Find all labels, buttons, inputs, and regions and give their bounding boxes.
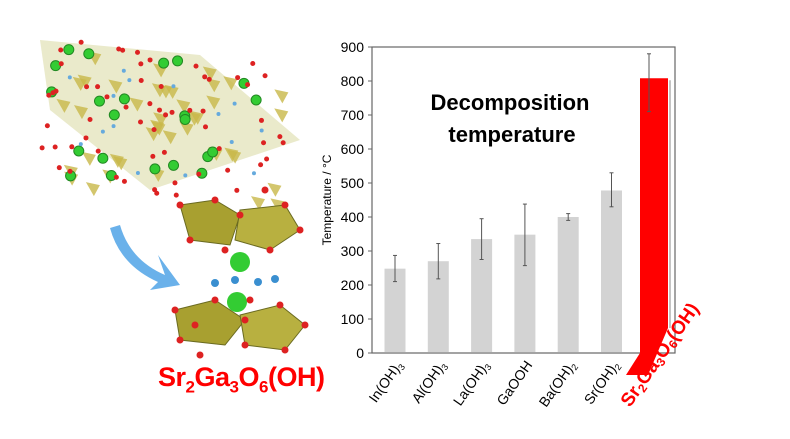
y-tick-label: 900 [341,39,365,55]
y-tick-label: 300 [341,243,365,259]
arrow-icon [110,225,180,290]
y-tick-label: 400 [341,209,365,225]
x-tick-label: La(OH)3 [450,358,494,410]
y-axis-label: Temperature / °C [320,154,334,245]
bar [557,217,579,352]
y-tick-label: 700 [341,107,365,123]
chart-title-line-1: Decomposition [431,90,590,115]
x-tick-label: Sr(OH)2 [581,358,624,409]
bar-highlighted [626,78,668,375]
compound-label: Sr2Ga3O6(OH) [158,362,325,397]
x-tick-label: Al(OH)3 [408,358,450,407]
y-tick-label: 0 [356,345,364,361]
bar [514,234,536,352]
x-tick-label: In(OH)3 [365,358,407,407]
y-tick-label: 800 [341,73,365,89]
sr-atom-icon [230,252,250,272]
y-tick-label: 600 [341,141,365,157]
bar [384,268,406,352]
plot-frame [371,46,676,354]
y-tick-label: 500 [341,175,365,191]
y-tick-label: 200 [341,277,365,293]
bar [471,239,493,352]
sr-atom-icon [227,292,247,312]
crystal-structure-illustration [39,39,309,359]
crystal-lattice-top [39,39,300,213]
y-tick-label: 100 [341,311,365,327]
bar [601,190,622,352]
chart-title-line-2: temperature [448,122,575,147]
x-tick-label: GaOOH [493,358,535,409]
layer-structure [171,186,309,359]
x-tick-label: Ba(OH)2 [535,358,580,411]
bar [427,261,449,352]
